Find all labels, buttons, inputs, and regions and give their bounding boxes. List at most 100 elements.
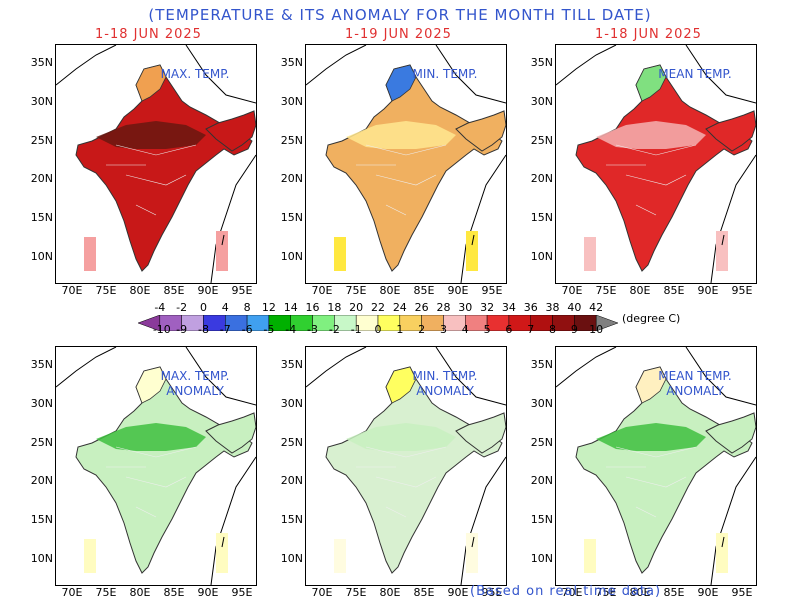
state-boundaries <box>106 446 197 518</box>
x-tick-label: 70E <box>311 586 333 599</box>
y-tick-label: 35N <box>530 358 553 371</box>
colorbar-swatch <box>268 315 291 331</box>
x-tick-label: 85E <box>163 586 185 599</box>
colorbar-swatch <box>530 315 553 331</box>
north-region <box>635 64 667 102</box>
x-tick-label: 70E <box>61 284 83 297</box>
north-region <box>385 366 417 404</box>
x-tick-label: 75E <box>595 284 617 297</box>
y-tick-label: 10N <box>530 552 553 565</box>
y-tick-label: 25N <box>530 133 553 147</box>
y-tick-label: 15N <box>30 513 53 527</box>
colorbar-top-label: 24 <box>392 301 407 314</box>
colorbar-top-label: 38 <box>545 301 560 314</box>
colorbar-swatch <box>508 315 531 331</box>
colorbar-bottom-label: -3 <box>307 323 319 336</box>
lakshadweep-inset <box>334 539 346 573</box>
x-tick-label: 80E <box>129 284 151 297</box>
colorbar-bottom-label: 5 <box>483 323 491 336</box>
state-boundaries <box>106 144 197 216</box>
colorbar <box>138 315 618 331</box>
colorbar-bottom-label: -8 <box>197 323 209 336</box>
x-tick-label: 90E <box>697 284 719 297</box>
colorbar-bottom-label: 10 <box>589 323 604 336</box>
colorbar-top-label: 32 <box>480 301 495 314</box>
colorbar-swatch <box>421 315 444 331</box>
lakshadweep-inset <box>84 539 96 573</box>
colorbar-bottom-label: -10 <box>152 323 171 336</box>
colorbar-top-label: 14 <box>283 301 298 314</box>
colorbar-swatch <box>246 315 270 331</box>
andaman-inset <box>216 231 228 271</box>
colorbar-swatch <box>290 315 313 331</box>
y-tick-label: 10N <box>280 250 303 263</box>
map-panel-mean: MEAN TEMP. <box>555 44 757 284</box>
colorbar-swatch <box>552 315 575 331</box>
colorbar-top-label: -2 <box>176 301 188 314</box>
panel-label-line: ANOMALY <box>666 384 724 398</box>
andaman-mark <box>221 536 225 548</box>
northeast-shape <box>705 110 756 152</box>
x-tick-label: 95E <box>481 284 503 297</box>
central-region <box>596 423 706 451</box>
colorbar-bottom-label: -2 <box>328 323 340 336</box>
map-panel-min: MIN. TEMP. <box>305 44 507 284</box>
colorbar-swatch <box>334 315 357 331</box>
x-tick-label: 95E <box>231 284 253 297</box>
northeast-shape <box>205 110 256 152</box>
panel-label-mean: MEAN TEMP. <box>640 67 750 82</box>
colorbar-top-label: 16 <box>305 301 320 314</box>
india-map-maxa <box>56 347 256 585</box>
colorbar-swatch <box>443 315 466 331</box>
y-tick-label: 35N <box>30 358 53 371</box>
x-tick-label: 90E <box>197 586 219 599</box>
colorbar-top-label: 18 <box>327 301 342 314</box>
y-tick-label: 20N <box>30 474 53 488</box>
andaman-inset <box>466 533 478 573</box>
x-tick-label: 80E <box>379 284 401 297</box>
x-tick-label: 75E <box>595 586 617 599</box>
andaman-inset <box>716 533 728 573</box>
colorbar-top-label: 26 <box>414 301 429 314</box>
andaman-mark <box>221 234 225 246</box>
lakshadweep-inset <box>584 539 596 573</box>
colorbar-swatch <box>486 315 510 331</box>
colorbar-bottom-label: -1 <box>350 323 362 336</box>
lakshadweep-inset <box>334 237 346 271</box>
colorbar-top-label: 28 <box>436 301 451 314</box>
y-tick-label: 35N <box>30 56 53 69</box>
state-boundaries <box>606 446 697 518</box>
x-tick-label: 80E <box>379 586 401 599</box>
x-tick-label: 95E <box>231 586 253 599</box>
central-region <box>96 423 206 451</box>
andaman-inset <box>216 533 228 573</box>
india-map-mina <box>306 347 506 585</box>
y-tick-label: 25N <box>280 435 303 449</box>
y-tick-label: 20N <box>30 172 53 186</box>
panel-period-min: 1-19 JUN 2025 <box>345 27 452 42</box>
colorbar-swatch <box>574 315 597 331</box>
y-tick-label: 25N <box>280 133 303 147</box>
border-outline <box>556 347 756 585</box>
colorbar-top-label: -4 <box>154 301 166 314</box>
y-tick-label: 10N <box>30 250 53 263</box>
y-tick-label: 30N <box>530 94 553 108</box>
panel-label-line: MIN. TEMP. <box>412 67 478 81</box>
colorbar-bottom-label: 8 <box>549 323 557 336</box>
colorbar-top-label: 0 <box>199 301 207 314</box>
colorbar-bottom-label: 3 <box>439 323 447 336</box>
colorbar-swatch <box>312 315 335 331</box>
border-outline <box>556 45 756 283</box>
colorbar-bottom-label: 7 <box>527 323 535 336</box>
x-tick-label: 90E <box>697 586 719 599</box>
colorbar-swatch <box>595 315 618 331</box>
lakshadweep-inset <box>84 237 96 271</box>
x-tick-label: 85E <box>413 586 435 599</box>
colorbar-swatch <box>159 315 182 331</box>
panel-label-line: MAX. TEMP. <box>160 369 230 383</box>
y-tick-label: 10N <box>30 552 53 565</box>
colorbar-top-label: 20 <box>349 301 364 314</box>
border-outline <box>56 347 256 585</box>
colorbar-bottom-label: -5 <box>263 323 275 336</box>
y-tick-label: 25N <box>530 435 553 449</box>
